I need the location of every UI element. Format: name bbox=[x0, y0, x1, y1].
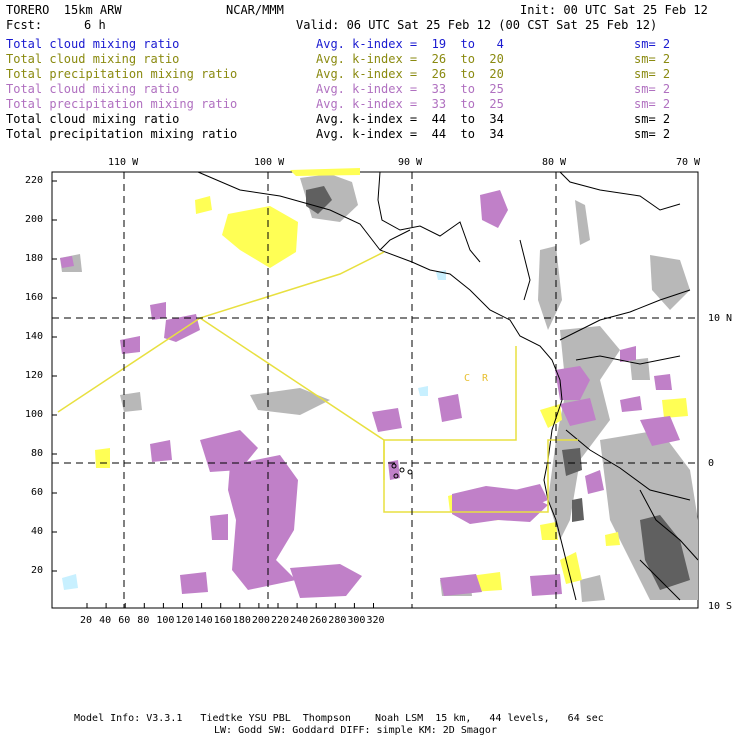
y-tick-3: 160 bbox=[25, 292, 44, 303]
y-tick-6: 100 bbox=[25, 409, 44, 420]
lat-label-0: 10 N bbox=[708, 313, 733, 324]
lon-label-1: 100 W bbox=[254, 157, 285, 168]
x-tick-14: 300 bbox=[347, 615, 366, 626]
precip-fields bbox=[60, 168, 698, 602]
x-tick-8: 180 bbox=[232, 615, 251, 626]
legend-field-1: Total cloud mixing ratio bbox=[6, 52, 180, 66]
region-boundaries bbox=[57, 251, 578, 513]
model-name: TORERO 15km ARW bbox=[6, 3, 122, 17]
y-tick-7: 80 bbox=[31, 448, 44, 459]
x-tick-7: 160 bbox=[213, 615, 232, 626]
y-tick-1: 200 bbox=[25, 214, 44, 225]
lon-label-4: 70 W bbox=[676, 157, 701, 168]
legend-field-4: Total precipitation mixing ratio bbox=[6, 97, 238, 111]
legend-kindex-2: Avg. k-index = 26 to 20 bbox=[316, 67, 504, 81]
lat-label-1: 0 bbox=[708, 458, 715, 469]
x-tick-3: 80 bbox=[137, 615, 150, 626]
x-tick-1: 40 bbox=[99, 615, 112, 626]
lon-label-2: 90 W bbox=[398, 157, 423, 168]
x-tick-6: 140 bbox=[194, 615, 213, 626]
legend-field-0: Total cloud mixing ratio bbox=[6, 37, 180, 51]
purple-areas bbox=[60, 190, 680, 598]
x-tick-10: 220 bbox=[271, 615, 290, 626]
x-tick-5: 120 bbox=[175, 615, 194, 626]
legend-sm-6: sm= 2 bbox=[634, 127, 671, 141]
legend-kindex-1: Avg. k-index = 26 to 20 bbox=[316, 52, 504, 66]
y-tick-5: 120 bbox=[25, 370, 44, 381]
legend-kindex-5: Avg. k-index = 44 to 34 bbox=[316, 112, 504, 126]
model-info: Model Info: V3.3.1 Tiedtke YSU PBL Thomp… bbox=[74, 713, 604, 724]
y-tick-2: 180 bbox=[25, 253, 44, 264]
legend-field-3: Total cloud mixing ratio bbox=[6, 82, 180, 96]
legend-field-2: Total precipitation mixing ratio bbox=[6, 67, 238, 81]
lat-label-2: 10 S bbox=[708, 601, 733, 612]
organization: NCAR/MMM bbox=[226, 3, 284, 17]
forecast-value: 6 h bbox=[84, 18, 106, 32]
x-tick-11: 240 bbox=[290, 615, 309, 626]
legend-field-5: Total cloud mixing ratio bbox=[6, 112, 180, 126]
latlon-grid bbox=[52, 172, 698, 608]
legend-sm-1: sm= 2 bbox=[634, 52, 671, 66]
x-tick-15: 320 bbox=[366, 615, 385, 626]
region-label: C R bbox=[464, 373, 489, 384]
legend-sm-5: sm= 2 bbox=[634, 112, 671, 126]
init-time: Init: 00 UTC Sat 25 Feb 12 bbox=[520, 3, 708, 17]
y-tick-9: 40 bbox=[31, 526, 44, 537]
x-tick-12: 260 bbox=[309, 615, 328, 626]
legend-field-6: Total precipitation mixing ratio bbox=[6, 127, 238, 141]
forecast-label: Fcst: bbox=[6, 18, 43, 32]
x-tick-9: 200 bbox=[251, 615, 270, 626]
valid-time: Valid: 06 UTC Sat 25 Feb 12 (00 CST Sat … bbox=[296, 18, 658, 32]
physics-info: LW: Godd SW: Goddard DIFF: simple KM: 2D… bbox=[214, 725, 497, 736]
lon-label-3: 80 W bbox=[542, 157, 567, 168]
legend-sm-2: sm= 2 bbox=[634, 67, 671, 81]
dark-cloud-cores bbox=[306, 186, 690, 590]
legend-sm-0: sm= 2 bbox=[634, 37, 671, 51]
legend-kindex-4: Avg. k-index = 33 to 25 bbox=[316, 97, 504, 111]
lon-label-0: 110 W bbox=[108, 157, 139, 168]
legend-sm-3: sm= 2 bbox=[634, 82, 671, 96]
y-tick-10: 20 bbox=[31, 565, 44, 576]
x-tick-13: 280 bbox=[328, 615, 347, 626]
x-tick-2: 60 bbox=[118, 615, 131, 626]
legend-kindex-3: Avg. k-index = 33 to 25 bbox=[316, 82, 504, 96]
y-tick-8: 60 bbox=[31, 487, 44, 498]
tick-marks bbox=[52, 180, 374, 608]
legend-kindex-6: Avg. k-index = 44 to 34 bbox=[316, 127, 504, 141]
y-tick-0: 220 bbox=[25, 175, 44, 186]
x-tick-4: 100 bbox=[156, 615, 175, 626]
y-tick-4: 140 bbox=[25, 331, 44, 342]
legend-sm-4: sm= 2 bbox=[634, 97, 671, 111]
x-tick-0: 20 bbox=[80, 615, 93, 626]
coastlines bbox=[197, 171, 699, 601]
legend-kindex-0: Avg. k-index = 19 to 4 bbox=[316, 37, 504, 51]
